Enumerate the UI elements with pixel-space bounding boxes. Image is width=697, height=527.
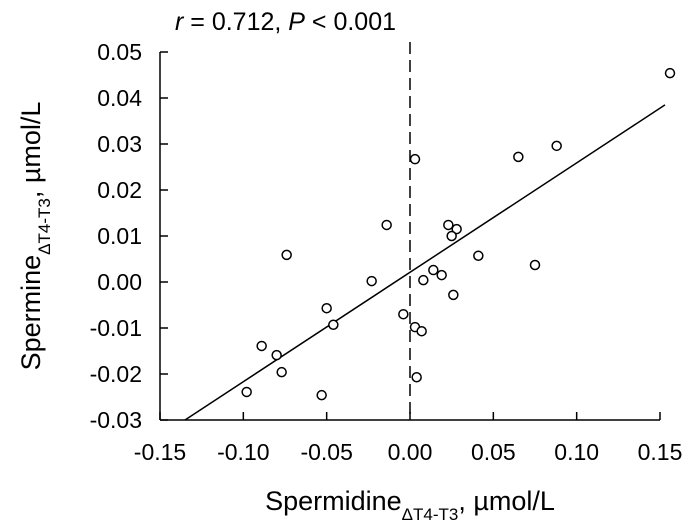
y-axis-title: SpermineΔT4-T3, µmol/L bbox=[16, 102, 54, 371]
point bbox=[418, 274, 429, 286]
point bbox=[529, 259, 541, 271]
y-tick-label: -0.02 bbox=[90, 361, 142, 387]
x-tick-label: 0.15 bbox=[638, 439, 683, 465]
x-tick-label: 0.00 bbox=[388, 439, 433, 465]
trend-line bbox=[184, 104, 666, 421]
ylabel-part: Spermine bbox=[16, 255, 46, 371]
title-part: < 0.001 bbox=[305, 8, 396, 36]
point bbox=[271, 349, 282, 361]
point bbox=[256, 340, 267, 352]
x-tick-label: -0.05 bbox=[300, 439, 352, 465]
point bbox=[451, 223, 462, 235]
y-tick-label: 0.04 bbox=[97, 85, 142, 111]
point bbox=[281, 249, 292, 261]
y-tick-label: 0.01 bbox=[97, 223, 142, 249]
point bbox=[416, 325, 427, 337]
x-tick-label: -0.15 bbox=[134, 439, 186, 465]
point bbox=[409, 153, 421, 165]
point bbox=[276, 366, 287, 378]
point bbox=[473, 250, 484, 262]
xlabel-part: , µmol/L bbox=[458, 486, 555, 516]
point bbox=[446, 230, 457, 242]
point bbox=[328, 319, 339, 331]
ylabel-part: , µmol/L bbox=[16, 102, 46, 199]
x-tick-label: 0.10 bbox=[554, 439, 599, 465]
title-part: = 0.712, bbox=[183, 8, 288, 36]
y-tick-label: -0.03 bbox=[90, 407, 142, 433]
x-tick-label: 0.05 bbox=[471, 439, 516, 465]
x-tick-label: -0.10 bbox=[217, 439, 269, 465]
point bbox=[428, 264, 439, 276]
xlabel-part: Spermidine bbox=[265, 486, 402, 516]
point bbox=[316, 389, 327, 401]
title-part: P bbox=[288, 8, 305, 36]
y-tick-label: 0.00 bbox=[97, 269, 142, 295]
point bbox=[513, 151, 524, 163]
point bbox=[664, 67, 676, 79]
point bbox=[381, 219, 392, 231]
ylabel-part: ΔT4-T3 bbox=[35, 198, 54, 255]
xlabel-part: ΔT4-T3 bbox=[402, 505, 459, 524]
y-tick-label: -0.01 bbox=[90, 315, 142, 341]
point bbox=[448, 289, 459, 301]
title-part: r bbox=[175, 8, 185, 36]
point bbox=[411, 371, 422, 383]
point bbox=[241, 386, 252, 398]
y-tick-label: 0.02 bbox=[97, 177, 142, 203]
point bbox=[321, 302, 332, 314]
x-axis-title: SpermidineΔT4-T3, µmol/L bbox=[265, 486, 555, 524]
point bbox=[551, 140, 562, 152]
y-tick-label: 0.03 bbox=[97, 131, 142, 157]
point bbox=[398, 308, 409, 320]
point bbox=[436, 269, 447, 281]
point bbox=[366, 275, 377, 287]
y-tick-label: 0.05 bbox=[97, 39, 142, 65]
point bbox=[443, 219, 454, 231]
chart-title: r = 0.712, P < 0.001 bbox=[175, 8, 396, 36]
